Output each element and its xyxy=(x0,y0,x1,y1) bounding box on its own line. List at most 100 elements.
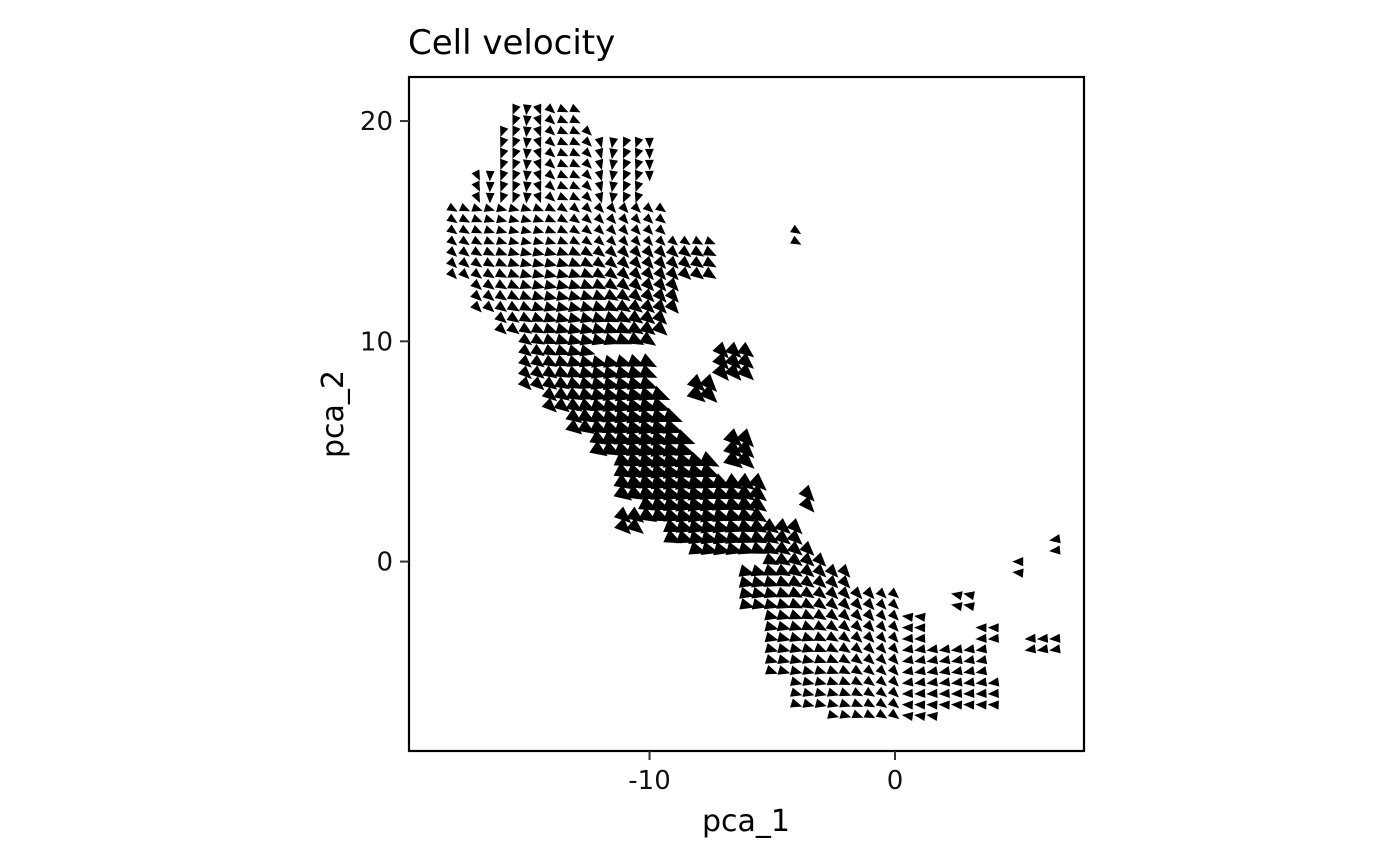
velocity-arrow xyxy=(748,472,767,491)
velocity-arrow xyxy=(512,136,521,148)
velocity-arrow xyxy=(926,711,938,721)
velocity-arrow xyxy=(652,309,668,325)
velocity-arrow xyxy=(951,655,963,665)
velocity-arrow xyxy=(506,300,520,312)
velocity-arrow xyxy=(523,159,532,171)
velocity-arrow xyxy=(987,677,1000,687)
velocity-arrow xyxy=(616,288,631,302)
velocity-arrow xyxy=(533,180,542,192)
velocity-arrow xyxy=(975,623,987,633)
velocity-arrow xyxy=(544,279,558,290)
velocity-arrow xyxy=(875,709,888,719)
velocity-arrow xyxy=(544,246,557,257)
velocity-arrow xyxy=(446,257,458,269)
velocity-arrow xyxy=(471,214,483,223)
velocity-arrow xyxy=(569,103,581,113)
velocity-arrow xyxy=(590,365,609,379)
velocity-arrow xyxy=(863,664,875,676)
velocity-arrow xyxy=(609,137,618,149)
velocity-arrow xyxy=(541,376,558,390)
velocity-arrow xyxy=(616,245,630,258)
velocity-arrow xyxy=(544,136,556,147)
velocity-arrow xyxy=(566,376,583,389)
velocity-arrow xyxy=(950,688,963,698)
x-axis-label: pca_1 xyxy=(702,804,790,839)
velocity-arrow xyxy=(875,686,888,698)
velocity-arrow xyxy=(592,245,606,257)
velocity-arrow xyxy=(592,289,607,300)
velocity-arrow xyxy=(887,587,900,599)
velocity-arrow xyxy=(557,169,569,179)
velocity-arrow xyxy=(801,620,815,631)
velocity-arrow xyxy=(838,676,852,685)
velocity-arrow xyxy=(507,268,520,278)
velocity-arrow xyxy=(926,655,939,665)
velocity-arrow xyxy=(470,289,482,302)
velocity-arrow xyxy=(761,529,780,544)
velocity-arrow xyxy=(914,623,926,633)
velocity-arrow xyxy=(520,203,532,212)
velocity-arrow xyxy=(652,277,667,292)
velocity-arrow xyxy=(914,711,926,721)
velocity-arrow xyxy=(567,333,583,346)
velocity-arrow xyxy=(665,255,679,269)
velocity-arrow xyxy=(494,279,508,290)
velocity-arrow xyxy=(568,279,582,290)
velocity-arrow xyxy=(569,191,581,201)
velocity-arrow xyxy=(533,125,542,137)
velocity-arrow xyxy=(691,235,704,245)
velocity-arrow xyxy=(963,677,975,687)
velocity-arrow xyxy=(975,688,987,698)
velocity-arrow xyxy=(764,654,779,664)
velocity-arrow xyxy=(544,257,558,268)
velocity-arrow xyxy=(512,158,521,170)
velocity-arrow xyxy=(838,653,851,664)
velocity-arrow xyxy=(622,147,632,159)
velocity-arrow xyxy=(887,631,899,643)
velocity-arrow xyxy=(609,192,618,204)
velocity-arrow xyxy=(665,245,679,258)
velocity-arrow xyxy=(776,620,791,632)
velocity-arrow xyxy=(581,180,592,191)
velocity-arrow xyxy=(581,125,592,136)
velocity-arrow xyxy=(950,677,963,687)
velocity-arrow xyxy=(518,322,533,334)
x-tick-label: -10 xyxy=(628,766,670,796)
velocity-arrow xyxy=(544,147,556,158)
velocity-arrow xyxy=(615,310,632,323)
velocity-arrow xyxy=(557,147,569,157)
velocity-arrow xyxy=(640,266,654,281)
velocity-arrow xyxy=(446,246,458,257)
velocity-arrow xyxy=(554,354,571,367)
velocity-arrow xyxy=(531,311,546,322)
velocity-arrow xyxy=(739,598,755,610)
velocity-arrow xyxy=(533,147,542,159)
velocity-arrow xyxy=(470,300,482,313)
velocity-arrow xyxy=(837,575,851,589)
velocity-arrow xyxy=(557,224,569,234)
velocity-arrow xyxy=(662,407,683,422)
velocity-arrow xyxy=(862,608,875,622)
velocity-arrow xyxy=(580,300,595,312)
velocity-arrow xyxy=(533,169,542,181)
velocity-arrow xyxy=(594,180,604,193)
velocity-arrow xyxy=(544,180,556,191)
velocity-arrow xyxy=(711,362,729,381)
velocity-arrow xyxy=(799,563,815,578)
velocity-arrow xyxy=(798,484,815,502)
velocity-arrow xyxy=(518,354,532,368)
velocity-arrow xyxy=(569,202,580,213)
velocity-arrow xyxy=(494,322,507,335)
velocity-arrow xyxy=(553,376,571,390)
velocity-arrow xyxy=(850,619,863,632)
velocity-arrow xyxy=(523,192,532,204)
velocity-arrow xyxy=(951,591,963,601)
y-axis-ticks: 0 10 20 xyxy=(360,107,409,578)
velocity-arrow xyxy=(813,642,827,652)
velocity-arrow xyxy=(812,597,827,610)
velocity-arrow xyxy=(862,586,875,600)
velocity-arrow xyxy=(500,136,509,148)
velocity-arrow xyxy=(938,666,951,676)
velocity-arrow xyxy=(975,666,988,676)
velocity-arrow xyxy=(568,290,583,301)
